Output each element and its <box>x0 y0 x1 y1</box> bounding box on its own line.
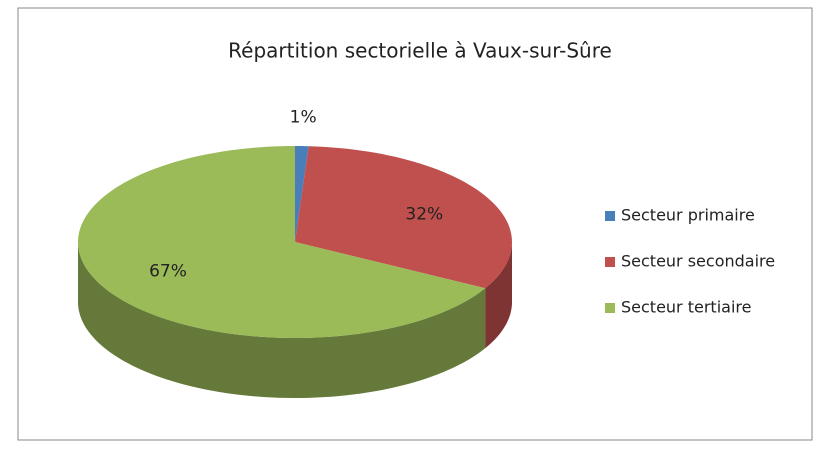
slice <box>295 146 309 242</box>
slice-side <box>485 242 512 349</box>
data-label: 67% <box>149 261 187 281</box>
legend-label: Secteur secondaire <box>621 252 775 271</box>
slice-side-shade <box>485 242 512 349</box>
legend-swatch <box>605 211 615 221</box>
legend-label: Secteur tertiaire <box>621 298 751 317</box>
slice <box>295 146 512 289</box>
slice-side-shade <box>78 242 486 398</box>
slice-side <box>78 242 486 398</box>
legend-swatch <box>605 303 615 313</box>
slice <box>78 146 486 338</box>
legend-swatch <box>605 257 615 267</box>
chart-title: Répartition sectorielle à Vaux-sur-Sûre <box>228 39 612 63</box>
legend-label: Secteur primaire <box>621 206 755 225</box>
data-label: 32% <box>405 204 443 224</box>
data-label: 1% <box>290 107 317 127</box>
